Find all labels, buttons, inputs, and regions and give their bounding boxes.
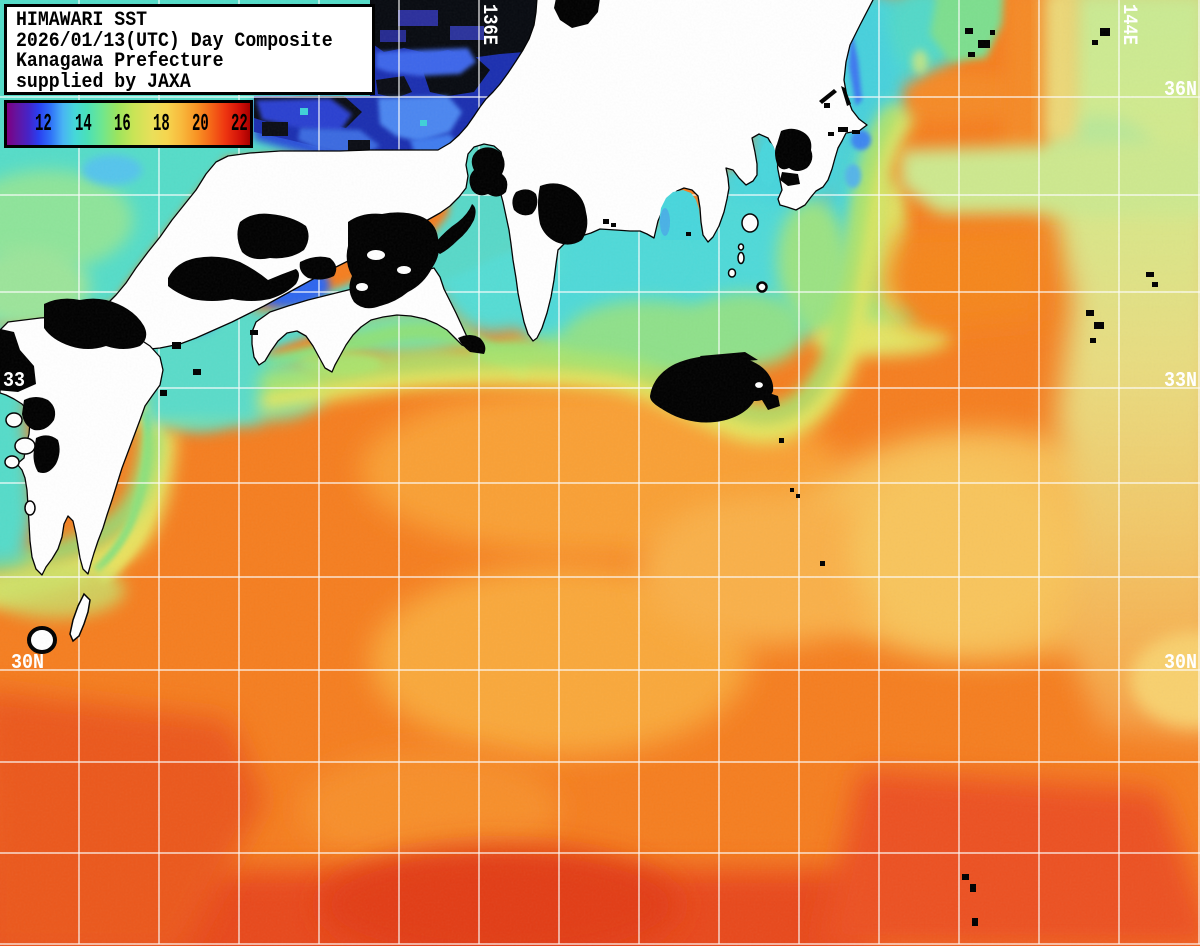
svg-text:36N: 36N [1164, 79, 1197, 102]
svg-text:30N: 30N [1164, 652, 1197, 675]
svg-text:136E: 136E [477, 4, 500, 45]
svg-text:144E: 144E [1117, 4, 1140, 45]
svg-text:33N: 33N [1164, 370, 1197, 393]
svg-text:33: 33 [3, 370, 25, 393]
svg-text:30N: 30N [11, 652, 44, 675]
